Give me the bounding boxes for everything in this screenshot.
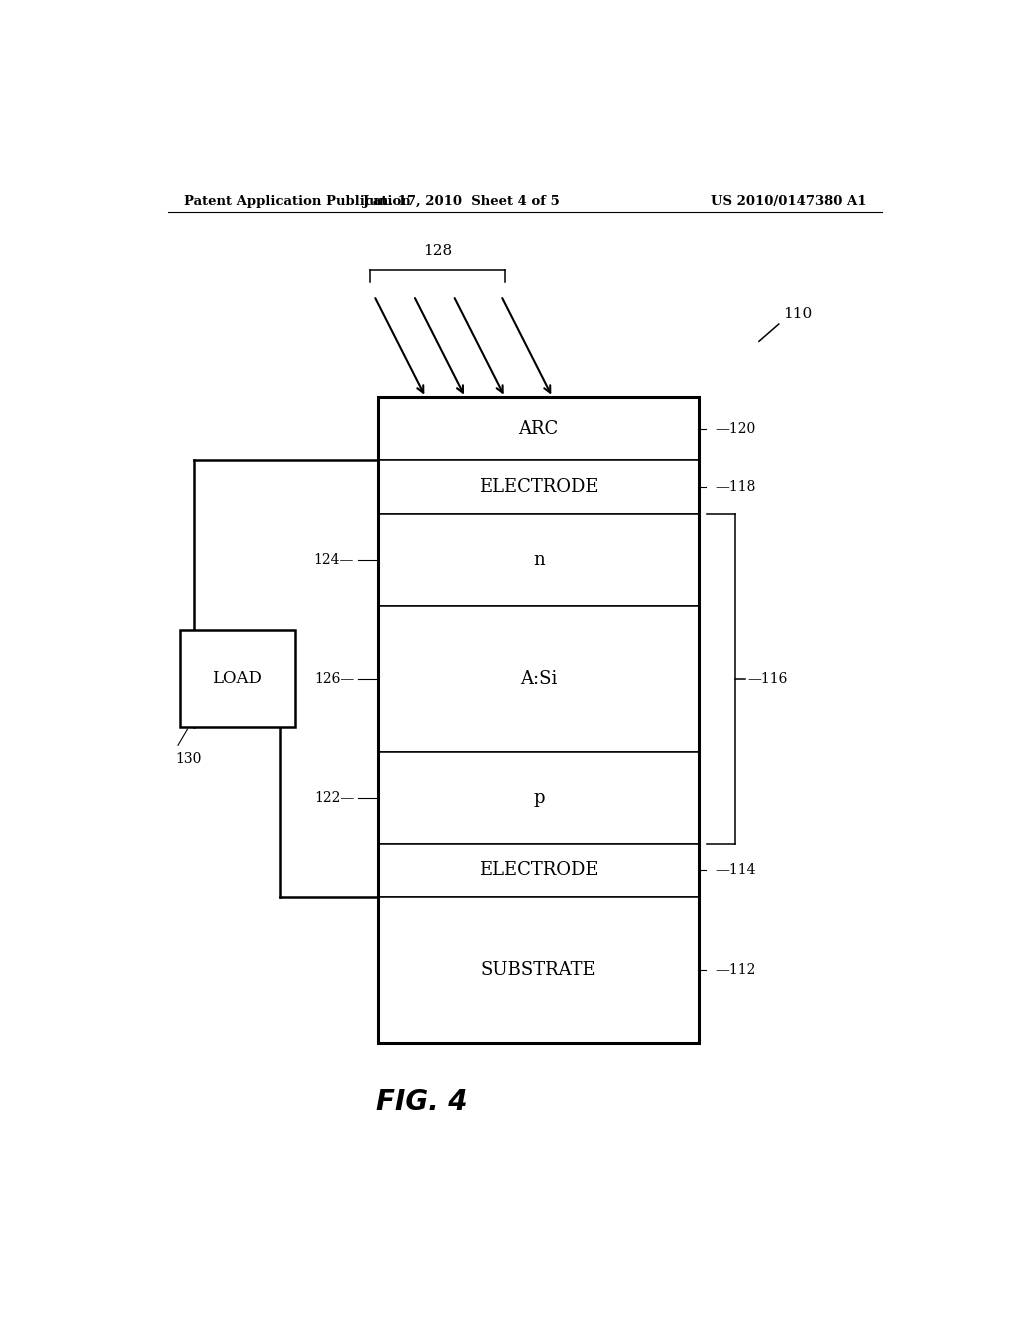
Bar — [378, 751, 699, 843]
Text: —116: —116 — [748, 672, 787, 685]
Bar — [378, 397, 699, 1043]
Text: —120: —120 — [715, 422, 756, 436]
Bar — [378, 397, 699, 461]
Text: n: n — [532, 550, 545, 569]
Text: ELECTRODE: ELECTRODE — [479, 862, 598, 879]
Text: LOAD: LOAD — [212, 671, 262, 688]
Bar — [378, 513, 699, 606]
Text: Patent Application Publication: Patent Application Publication — [183, 194, 411, 207]
Text: 128: 128 — [423, 244, 452, 257]
Text: 130: 130 — [176, 752, 202, 767]
Text: 126—: 126— — [314, 672, 354, 685]
Text: 110: 110 — [782, 308, 812, 321]
Bar — [378, 898, 699, 1043]
Text: A:Si: A:Si — [520, 669, 557, 688]
Text: 122—: 122— — [314, 791, 354, 805]
Bar — [179, 631, 295, 727]
Text: 124—: 124— — [313, 553, 354, 566]
Text: —112: —112 — [715, 962, 756, 977]
Bar — [378, 606, 699, 751]
Text: ARC: ARC — [518, 420, 559, 438]
Bar — [378, 461, 699, 513]
Text: —118: —118 — [715, 480, 756, 494]
Bar — [378, 843, 699, 898]
Text: Jun. 17, 2010  Sheet 4 of 5: Jun. 17, 2010 Sheet 4 of 5 — [362, 194, 560, 207]
Text: ELECTRODE: ELECTRODE — [479, 478, 598, 496]
Text: FIG. 4: FIG. 4 — [376, 1088, 467, 1115]
Text: —114: —114 — [715, 863, 756, 878]
Text: SUBSTRATE: SUBSTRATE — [481, 961, 597, 979]
Text: p: p — [532, 788, 545, 807]
Text: US 2010/0147380 A1: US 2010/0147380 A1 — [711, 194, 866, 207]
